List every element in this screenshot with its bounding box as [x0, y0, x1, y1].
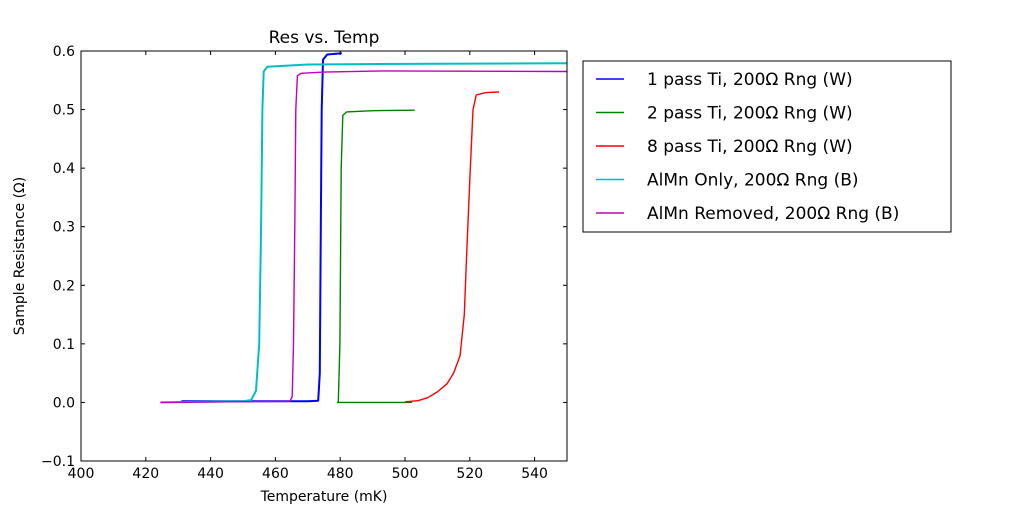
- plot-area: [81, 51, 567, 461]
- x-tick-label: 440: [197, 466, 224, 482]
- legend-label-4: AlMn Only, 200Ω Rng (B): [647, 171, 859, 191]
- legend: 1 pass Ti, 200Ω Rng (W) 2 pass Ti, 200Ω R…: [582, 60, 952, 233]
- series-group: [160, 52, 567, 404]
- y-axis-label: Sample Resistance (Ω): [12, 177, 28, 335]
- plot-frame: [80, 50, 568, 462]
- series-line-5: [160, 70, 567, 404]
- y-tick-label: 0.5: [53, 103, 75, 119]
- x-tick-label: 500: [392, 466, 419, 482]
- y-tick-label: 0.1: [53, 337, 75, 353]
- x-tick-label: 540: [521, 466, 548, 482]
- legend-box: [582, 60, 952, 233]
- x-tick-label: 400: [68, 466, 95, 482]
- legend-label-3: 8 pass Ti, 200Ω Rng (W): [647, 137, 853, 157]
- legend-label-5: AlMn Removed, 200Ω Rng (B): [647, 204, 899, 224]
- y-tick-label: 0.6: [53, 44, 75, 60]
- y-tick-label: 0.4: [53, 161, 75, 177]
- x-axis-label: Temperature (mK): [260, 489, 388, 505]
- y-tick-label: 0.0: [53, 395, 75, 411]
- x-tick-label: 480: [327, 466, 354, 482]
- x-tick-label: 420: [132, 466, 159, 482]
- y-tick-label: 0.3: [53, 220, 75, 236]
- x-tick-label: 520: [456, 466, 483, 482]
- series-line-2: [337, 109, 415, 404]
- y-tick-label: −0.1: [41, 454, 75, 470]
- x-tick-label: 460: [262, 466, 289, 482]
- y-tick-label: 0.2: [53, 278, 75, 294]
- chart-title: Res vs. Temp: [269, 28, 380, 48]
- series-line-3: [404, 91, 500, 403]
- legend-label-1: 1 pass Ti, 200Ω Rng (W): [647, 70, 853, 90]
- legend-label-2: 2 pass Ti, 200Ω Rng (W): [647, 104, 853, 124]
- series-line-1: [181, 52, 342, 403]
- series-line-4: [160, 62, 567, 404]
